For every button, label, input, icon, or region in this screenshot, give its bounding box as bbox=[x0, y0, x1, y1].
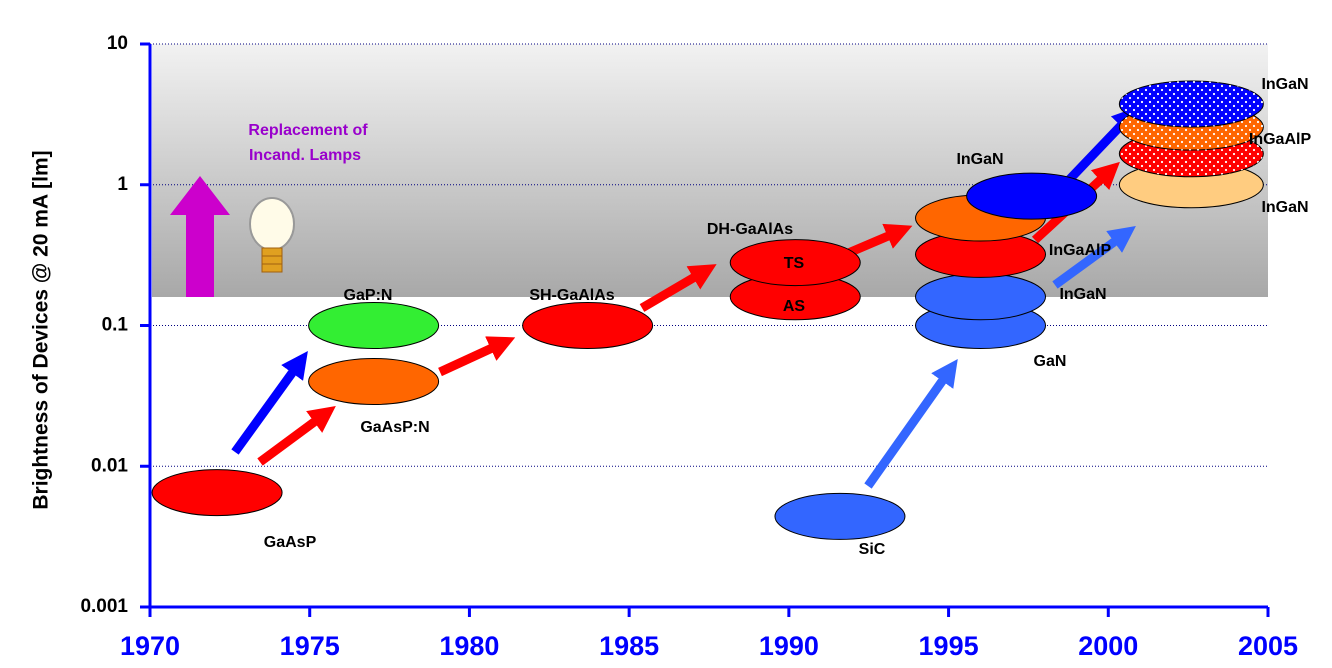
x-tick-label: 1975 bbox=[280, 631, 340, 661]
device-point bbox=[522, 302, 654, 349]
annotation: InGaN bbox=[1059, 286, 1106, 303]
y-tick-label: 0.01 bbox=[91, 455, 128, 476]
annotation: TS bbox=[784, 255, 805, 272]
device-point bbox=[966, 172, 1098, 220]
y-tick-label: 1 bbox=[117, 174, 128, 195]
annotation: InGaAlP bbox=[1249, 131, 1312, 148]
x-tick-label: 1985 bbox=[599, 631, 659, 661]
annotation: InGaN bbox=[956, 151, 1003, 168]
y-tick-label: 10 bbox=[107, 33, 128, 54]
annotation: GaAsP:N bbox=[360, 419, 429, 436]
annotation: GaAsP bbox=[264, 534, 317, 551]
device-point bbox=[729, 239, 861, 287]
light-bulb bbox=[249, 197, 295, 273]
x-tick-label: 1990 bbox=[759, 631, 819, 661]
device-point-texture bbox=[1119, 80, 1264, 127]
x-tick-label: 2005 bbox=[1238, 631, 1298, 661]
annotation: GaP:N bbox=[344, 287, 393, 304]
x-tick-label: 1980 bbox=[439, 631, 499, 661]
x-tick-label: 1970 bbox=[120, 631, 180, 661]
annotation: InGaAlP bbox=[1049, 242, 1112, 259]
y-axis-label: Brightness of Devices @ 20 mA [lm] bbox=[30, 150, 53, 509]
x-tick-label: 1995 bbox=[919, 631, 979, 661]
annotation: AS bbox=[783, 298, 806, 315]
y-tick-label: 0.1 bbox=[102, 315, 129, 336]
annotation: GaN bbox=[1034, 353, 1067, 370]
up-arrow bbox=[170, 176, 230, 297]
x-tick-label: 2000 bbox=[1078, 631, 1138, 661]
device-point bbox=[774, 492, 906, 540]
device-point bbox=[308, 302, 440, 349]
annotation: InGaN bbox=[1261, 76, 1308, 93]
annotation: Incand. Lamps bbox=[249, 147, 361, 164]
annotation: DH-GaAlAs bbox=[707, 221, 793, 238]
annotation: Replacement of bbox=[248, 122, 368, 139]
y-tick-label: 0.001 bbox=[80, 596, 128, 617]
device-point bbox=[915, 273, 1047, 321]
annotation: SH-GaAlAs bbox=[529, 287, 614, 304]
device-point bbox=[151, 469, 283, 517]
annotation: SiC bbox=[859, 541, 886, 558]
annotation: InGaN bbox=[1261, 199, 1308, 216]
device-point bbox=[308, 358, 440, 406]
